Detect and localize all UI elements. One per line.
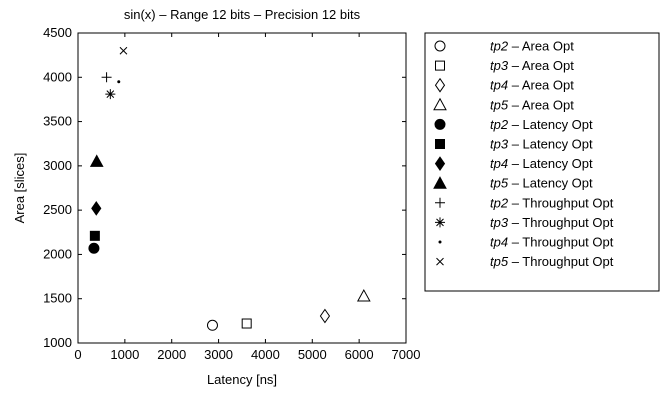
legend-series-name: tp3 — [490, 58, 509, 73]
legend-marker — [433, 176, 447, 189]
y-tick-label: 2000 — [43, 246, 72, 261]
legend-entry: tp3 – Area Opt — [490, 58, 574, 73]
data-points — [88, 46, 371, 331]
legend-series-name: tp2 — [490, 195, 509, 210]
legend-series-name: tp2 — [490, 39, 509, 54]
legend-series-suffix: – Latency Opt — [508, 176, 593, 191]
y-tick-label: 1000 — [43, 335, 72, 350]
legend-marker — [434, 156, 446, 171]
data-point — [88, 242, 100, 254]
x-tick-label: 4000 — [251, 347, 280, 362]
data-point — [101, 72, 112, 83]
legend-series-suffix: – Throughput Opt — [508, 254, 614, 269]
data-point — [89, 154, 104, 167]
legend-entry: tp5 – Latency Opt — [490, 176, 593, 191]
y-axis-label: Area [slices] — [12, 153, 27, 224]
legend-series-suffix: – Throughput Opt — [508, 235, 614, 250]
legend-series-suffix: – Latency Opt — [508, 137, 593, 152]
x-axis-label: Latency [ns] — [207, 372, 277, 387]
data-point — [91, 200, 102, 216]
legend-marker — [434, 118, 446, 130]
legend-series-name: tp4 — [490, 235, 508, 250]
legend-entry: tp4 – Throughput Opt — [490, 235, 614, 250]
legend-entry: tp3 – Latency Opt — [490, 137, 593, 152]
data-point — [89, 230, 100, 241]
legend-series-suffix: – Area Opt — [508, 39, 574, 54]
data-point — [206, 319, 218, 331]
legend-marker — [434, 40, 446, 52]
x-tick-label: 0 — [74, 347, 81, 362]
x-tick-label: 3000 — [204, 347, 233, 362]
legend-series-name: tp5 — [490, 97, 509, 112]
x-tick-label: 7000 — [392, 347, 421, 362]
legend-series-suffix: – Throughput Opt — [508, 215, 614, 230]
data-point — [119, 46, 128, 55]
y-tick-label: 1500 — [43, 291, 72, 306]
legend-entry: tp2 – Throughput Opt — [490, 195, 614, 210]
legend-series-suffix: – Area Opt — [508, 78, 574, 93]
plot-frame — [77, 32, 407, 344]
x-tick-label: 6000 — [345, 347, 374, 362]
legend-box — [424, 32, 660, 292]
legend-series-suffix: – Latency Opt — [508, 117, 593, 132]
legend-series-name: tp3 — [490, 137, 509, 152]
legend-marker — [435, 139, 445, 149]
legend-entry: tp4 – Latency Opt — [490, 156, 593, 171]
legend-series-suffix: – Area Opt — [508, 58, 574, 73]
y-tick-label: 2500 — [43, 202, 72, 217]
legend-series-name: tp4 — [490, 156, 508, 171]
legend-marker — [433, 97, 447, 111]
data-point — [319, 308, 331, 324]
y-tick-label: 3000 — [43, 158, 72, 173]
legend-series-name: tp5 — [490, 176, 509, 191]
data-point — [356, 289, 371, 302]
legend-series-suffix: – Latency Opt — [508, 156, 593, 171]
y-tick-label: 3500 — [43, 114, 72, 129]
x-tick-label: 1000 — [110, 347, 139, 362]
legend-series-name: tp2 — [490, 117, 509, 132]
x-tick-label: 2000 — [157, 347, 186, 362]
legend-series-name: tp3 — [490, 215, 509, 230]
legend-series-suffix: – Throughput Opt — [508, 195, 614, 210]
y-tick-label: 4500 — [43, 25, 72, 40]
legend-marker — [435, 60, 445, 71]
data-point — [117, 80, 121, 84]
legend-series-suffix: – Area Opt — [508, 97, 574, 112]
legend-series-name: tp4 — [490, 78, 508, 93]
legend-series-name: tp5 — [490, 254, 509, 269]
y-tick-label: 4000 — [43, 69, 72, 84]
x-tick-label: 5000 — [298, 347, 327, 362]
x-axis: 0 1000 2000 3000 4000 5000 6000 7000 — [74, 33, 420, 362]
data-point — [241, 318, 252, 329]
legend-marker — [435, 217, 445, 228]
legend-entry: tp5 – Throughput Opt — [490, 254, 614, 269]
legend-entry: tp2 – Latency Opt — [490, 117, 593, 132]
legend-entry: tp4 – Area Opt — [490, 78, 574, 93]
chart-title: sin(x) – Range 12 bits – Precision 12 bi… — [124, 7, 361, 22]
legend-marker — [435, 197, 445, 208]
legend-entry: tp3 – Throughput Opt — [490, 215, 614, 230]
legend-marker — [434, 77, 446, 93]
legend-entry: tp5 – Area Opt — [490, 97, 574, 112]
legend-marker — [438, 240, 442, 244]
legend-entry: tp2 – Area Opt — [490, 39, 574, 54]
y-axis: 1000 1500 2000 2500 3000 3500 4000 4500 — [43, 25, 406, 350]
data-point — [105, 89, 116, 100]
legend-marker — [436, 257, 444, 266]
